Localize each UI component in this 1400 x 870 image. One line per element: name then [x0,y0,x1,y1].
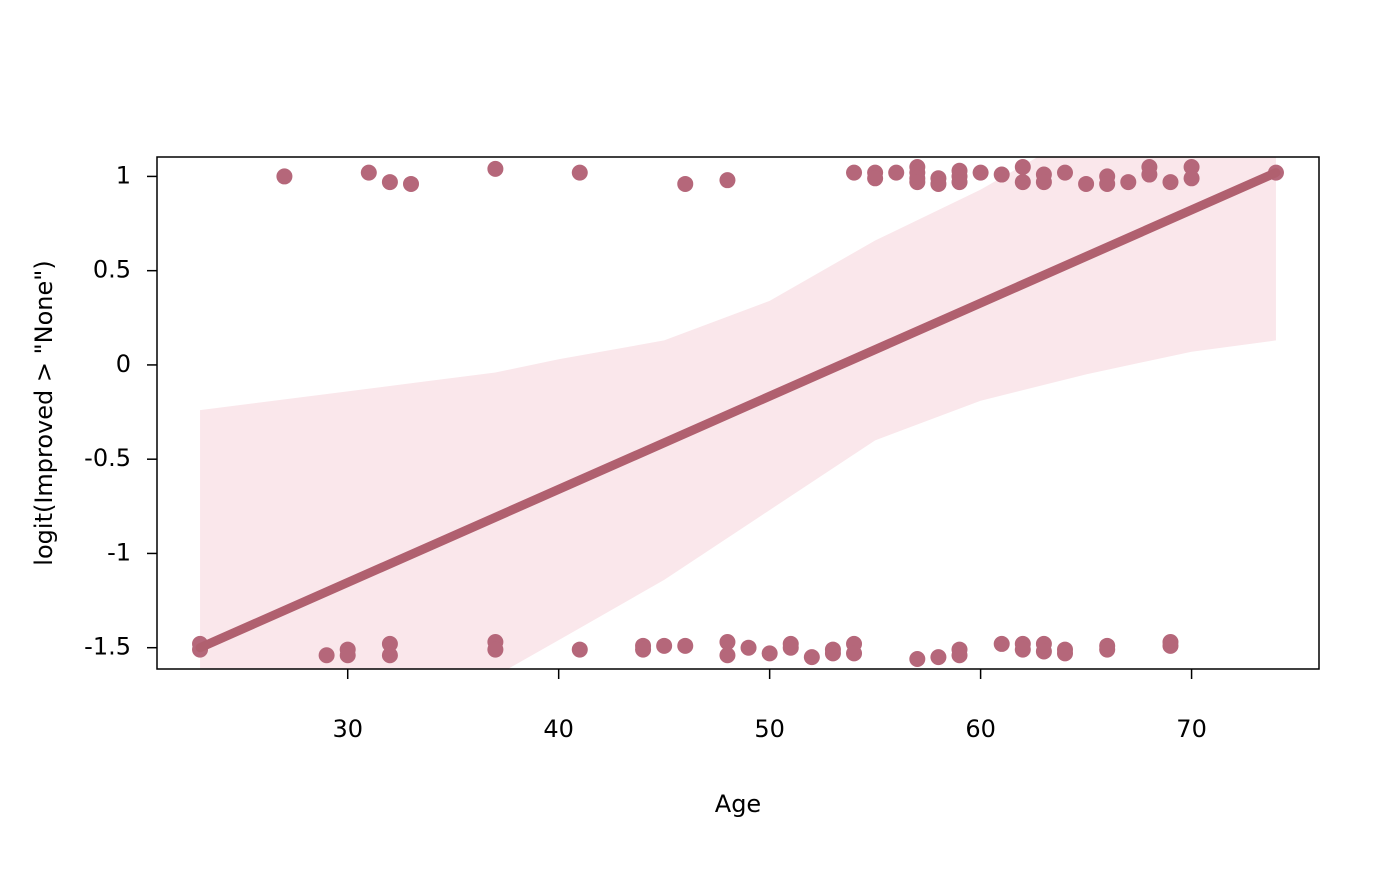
y-tick-label: -1 [107,538,131,566]
data-point [339,647,356,664]
data-point [318,647,335,664]
data-point [1099,641,1116,658]
data-point [761,645,778,662]
x-tick-label: 30 [332,715,363,743]
data-point [1162,637,1179,654]
y-tick-label: -1.5 [84,633,131,661]
data-point [1014,158,1031,175]
data-point [719,172,736,189]
data-point [487,641,504,658]
data-point [1078,175,1095,192]
fit-line [195,168,1281,653]
data-point [824,645,841,662]
data-point [677,175,694,192]
data-point [1056,645,1073,662]
data-point [846,164,863,181]
data-point [381,174,398,191]
data-point [846,645,863,662]
data-point [972,164,989,181]
data-point [951,174,968,191]
data-point [1120,174,1137,191]
y-tick-label: 1 [116,161,131,189]
data-point [656,637,673,654]
data-point [1183,158,1200,175]
data-point [381,635,398,652]
data-point [719,634,736,651]
data-point [1014,174,1031,191]
data-point [888,164,905,181]
x-tick-label: 50 [754,715,785,743]
data-point [1014,641,1031,658]
x-axis-label: Age [715,790,761,818]
data-point [1035,174,1052,191]
data-point [381,647,398,664]
data-point [1141,166,1158,183]
data-point [930,175,947,192]
data-point [1035,643,1052,660]
data-point [951,647,968,664]
data-point [740,639,757,656]
y-tick-label: -0.5 [84,444,131,472]
data-point [930,649,947,666]
data-point [635,641,652,658]
data-point [677,637,694,654]
data-point [1183,170,1200,187]
data-point [1099,175,1116,192]
data-point [993,635,1010,652]
data-point [403,175,420,192]
x-tick-label: 60 [965,715,996,743]
data-point [867,170,884,187]
data-point [909,174,926,191]
plot-area [192,157,1284,669]
y-tick-label: 0.5 [93,256,131,284]
x-tick-label: 40 [543,715,574,743]
data-point [360,164,377,181]
data-point [571,164,588,181]
data-point [487,160,504,177]
data-point [803,649,820,666]
data-point [1162,174,1179,191]
data-point [909,651,926,668]
data-point [993,166,1010,183]
y-tick-label: 0 [116,350,131,378]
data-point [782,639,799,656]
data-point [1056,164,1073,181]
data-point [571,641,588,658]
y-axis-label: logit(Improved > "None") [30,260,58,565]
data-point [276,168,293,185]
plot-frame [156,156,1320,670]
data-point [719,647,736,664]
x-tick-label: 70 [1176,715,1207,743]
